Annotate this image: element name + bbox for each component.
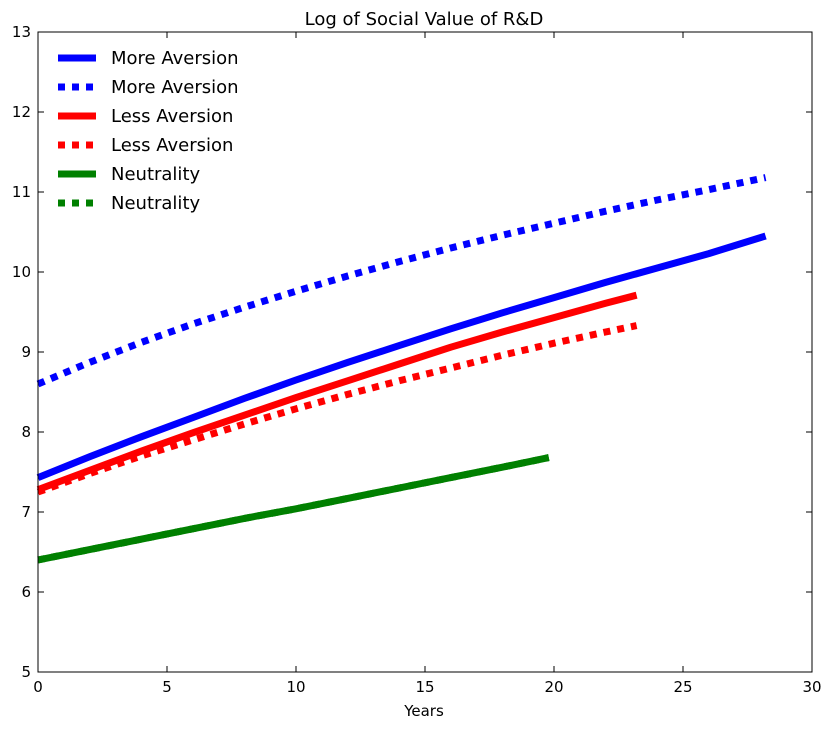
series-line-6 bbox=[37, 454, 550, 564]
y-tick-label: 9 bbox=[21, 343, 31, 361]
series-line-1 bbox=[36, 232, 767, 481]
y-tick-label: 13 bbox=[12, 23, 31, 41]
series-line-3 bbox=[36, 291, 638, 493]
chart-title: Log of Social Value of R&D bbox=[305, 9, 544, 30]
legend-label-4: Less Aversion bbox=[111, 135, 233, 156]
y-tick-label: 7 bbox=[21, 503, 31, 521]
y-tick-label: 8 bbox=[21, 423, 31, 441]
x-tick-label: 20 bbox=[544, 678, 563, 696]
x-axis-label: Years bbox=[403, 702, 444, 720]
y-tick-label: 5 bbox=[21, 663, 31, 681]
series-line-2 bbox=[36, 174, 767, 388]
x-tick-label: 10 bbox=[286, 678, 305, 696]
legend: More Aversion More Aversion Less Aversion L… bbox=[58, 48, 239, 214]
legend-label-5: Neutrality bbox=[111, 164, 200, 185]
y-tick-label: 10 bbox=[12, 263, 31, 281]
legend-label-6: Neutrality bbox=[111, 193, 200, 214]
legend-label-3: Less Aversion bbox=[111, 106, 233, 127]
x-tick-label: 25 bbox=[673, 678, 692, 696]
legend-label-1: More Aversion bbox=[111, 48, 239, 69]
series-layer bbox=[36, 174, 767, 564]
legend-label-2: More Aversion bbox=[111, 77, 239, 98]
y-tick-label: 12 bbox=[12, 103, 31, 121]
y-tick-label: 11 bbox=[12, 183, 31, 201]
x-tick-label: 0 bbox=[33, 678, 43, 696]
series-line-4 bbox=[36, 322, 638, 496]
series-line-5 bbox=[37, 454, 550, 564]
x-tick-label: 30 bbox=[802, 678, 821, 696]
x-tick-label: 15 bbox=[415, 678, 434, 696]
x-tick-label: 5 bbox=[162, 678, 172, 696]
y-tick-label: 6 bbox=[21, 583, 31, 601]
